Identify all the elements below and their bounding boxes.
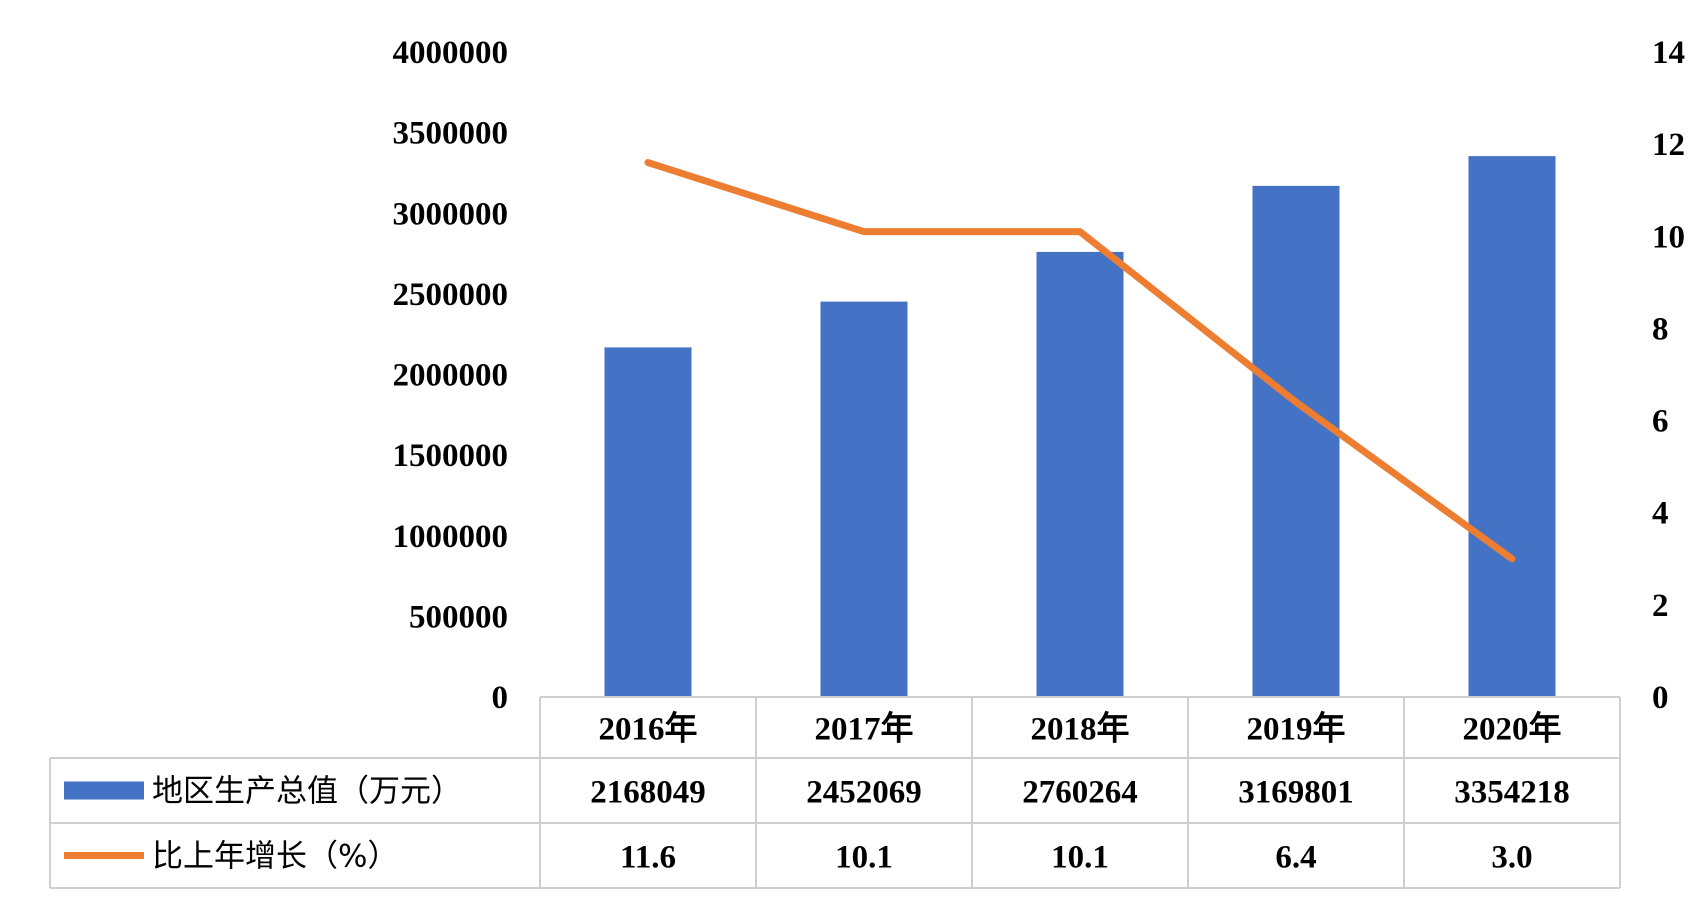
category-label: 2019年 (1247, 711, 1346, 748)
line-point (1079, 231, 1081, 233)
right-axis-tick-label: 6 (1652, 404, 1669, 440)
right-axis-tick-label: 2 (1652, 588, 1669, 624)
legend-label: 地区生产总值（万元） (152, 774, 462, 810)
table-value: 2760264 (1022, 775, 1138, 811)
bars-series (604, 156, 1556, 698)
left-axis-tick-label: 2500000 (393, 277, 509, 313)
right-axis-tick-label: 4 (1652, 496, 1669, 532)
category-label: 2020年 (1463, 711, 1562, 748)
right-axis-tick-label: 14 (1652, 35, 1685, 71)
line-point (1295, 401, 1297, 403)
table-value: 10.1 (835, 840, 893, 876)
left-axis-tick-label: 2000000 (393, 358, 509, 394)
bar (820, 301, 908, 697)
table-value: 6.4 (1275, 840, 1316, 876)
category-label: 2018年 (1031, 711, 1130, 748)
left-axis-tick-label: 4000000 (393, 35, 509, 71)
right-axis-tick-label: 12 (1652, 127, 1685, 163)
line-point (647, 162, 649, 164)
bar (1036, 251, 1124, 698)
left-axis-tick-label: 1000000 (393, 519, 509, 555)
left-axis-tick-label: 500000 (409, 599, 508, 635)
legend-swatch-bar (64, 781, 144, 800)
table-value: 2168049 (590, 775, 706, 811)
line-series (644, 159, 1516, 563)
legend-label: 比上年增长（%） (152, 839, 398, 875)
left-axis-tick-label: 3500000 (393, 116, 509, 152)
table-value: 3354218 (1454, 775, 1570, 811)
bar (1252, 185, 1340, 698)
bar (1468, 156, 1556, 698)
table-value: 2452069 (806, 775, 922, 811)
right-axis-ticks: 0 2 4 6 8 10 12 14 (1652, 35, 1685, 716)
right-axis-tick-label: 10 (1652, 219, 1685, 255)
bar (604, 347, 692, 697)
category-label: 2016年 (599, 711, 698, 748)
table-value: 3.0 (1491, 840, 1532, 876)
line-point (863, 231, 865, 233)
table-value: 3169801 (1238, 775, 1354, 811)
left-axis-tick-label: 1500000 (393, 438, 509, 474)
right-axis-tick-label: 8 (1652, 311, 1669, 347)
left-axis-tick-label: 0 (492, 680, 509, 716)
category-label: 2017年 (815, 711, 914, 748)
left-axis-tick-label: 3000000 (393, 196, 509, 232)
left-axis-ticks: 0 500000 1000000 1500000 2000000 2500000 30000… (393, 35, 509, 716)
right-axis-tick-label: 0 (1652, 680, 1669, 716)
table-value: 11.6 (620, 840, 676, 876)
line-point (1511, 558, 1513, 560)
table-value: 10.1 (1051, 840, 1109, 876)
